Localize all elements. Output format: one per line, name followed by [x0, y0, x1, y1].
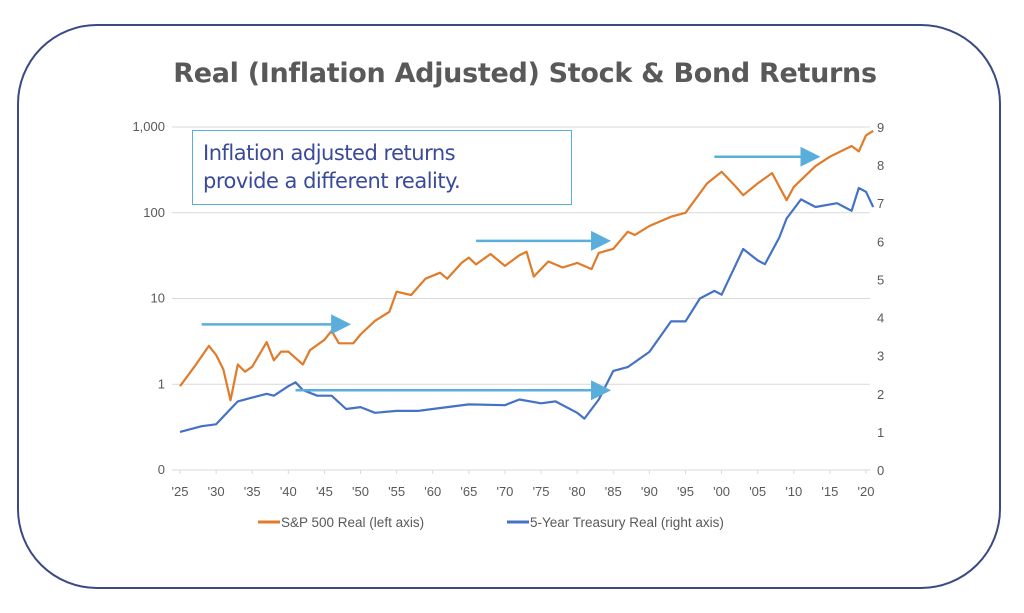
x-tick-label: '15 — [821, 484, 838, 499]
x-tick-label: '65 — [460, 484, 477, 499]
x-tick-label: '35 — [244, 484, 261, 499]
x-tick-label: '50 — [352, 484, 369, 499]
left-tick-label: 10 — [151, 291, 165, 306]
left-tick-label: 0 — [158, 462, 165, 477]
x-tick-label: '45 — [316, 484, 333, 499]
x-tick-label: '00 — [713, 484, 730, 499]
x-tick-label: '90 — [641, 484, 658, 499]
series-line-treasury — [179, 186, 875, 433]
right-tick-label: 9 — [877, 120, 884, 135]
left-tick-label: 1,000 — [132, 119, 165, 134]
chart-title: Real (Inflation Adjusted) Stock & Bond R… — [173, 58, 877, 89]
right-tick-label: 1 — [877, 425, 884, 440]
series-line-sp500 — [179, 129, 874, 402]
x-tick-label: '40 — [280, 484, 297, 499]
left-tick-label: 1 — [158, 376, 165, 391]
left-tick-label: 100 — [143, 205, 165, 220]
legend-label: 5-Year Treasury Real (right axis) — [530, 515, 724, 530]
right-tick-label: 0 — [877, 463, 884, 478]
x-tick-label: '85 — [605, 484, 622, 499]
x-tick-label: '25 — [172, 484, 189, 499]
right-tick-label: 2 — [877, 387, 884, 402]
x-tick-label: '55 — [388, 484, 405, 499]
x-tick-label: '20 — [858, 484, 875, 499]
right-tick-label: 8 — [877, 158, 884, 173]
legend-label: S&P 500 Real (left axis) — [281, 515, 424, 530]
x-tick-label: '30 — [208, 484, 225, 499]
slide-frame — [17, 24, 1001, 589]
x-tick-label: '80 — [569, 484, 586, 499]
annotation-line: provide a different reality. — [203, 169, 461, 193]
right-tick-label: 6 — [877, 234, 884, 249]
annotation-line: Inflation adjusted returns — [203, 141, 456, 165]
x-tick-label: '60 — [424, 484, 441, 499]
x-tick-label: '95 — [677, 484, 694, 499]
x-tick-label: '70 — [496, 484, 513, 499]
right-tick-label: 3 — [877, 349, 884, 364]
x-tick-label: '05 — [749, 484, 766, 499]
right-tick-label: 5 — [877, 272, 884, 287]
x-tick-label: '10 — [785, 484, 802, 499]
x-tick-label: '75 — [533, 484, 550, 499]
right-tick-label: 4 — [877, 311, 884, 326]
right-tick-label: 7 — [877, 196, 884, 211]
annotation-box: Inflation adjusted returns provide a dif… — [192, 130, 572, 205]
